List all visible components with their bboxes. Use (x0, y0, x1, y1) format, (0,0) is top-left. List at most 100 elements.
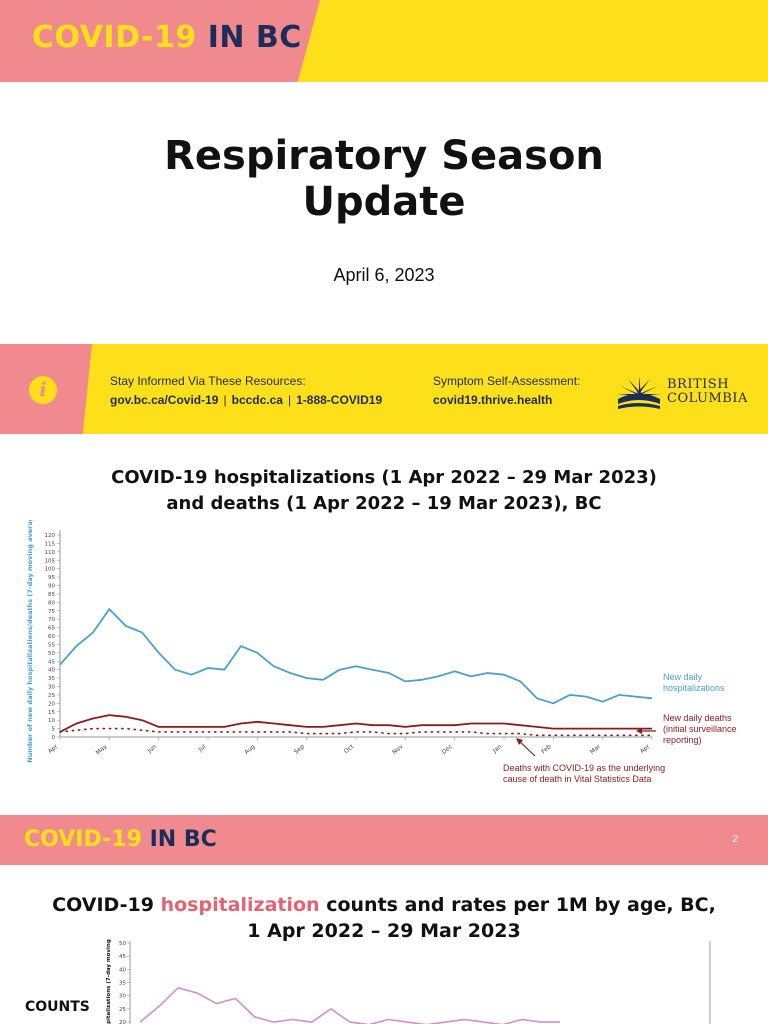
slide2-title-line1: COVID-19 hospitalization counts and rate… (0, 892, 768, 918)
legend-label: reporting) (663, 735, 702, 745)
chart2-y-axis-label: COVID-19 hospitalizations (7-day moving … (106, 938, 112, 1024)
series-line-0 (59, 608, 653, 705)
chart-axes (57, 530, 653, 740)
counts-label: COUNTS (25, 999, 90, 1015)
resources-heading: Stay Informed Via These Resources: (110, 374, 306, 388)
page-title: Respiratory Season Update (0, 133, 768, 225)
y-tick-label: 35 (48, 676, 55, 682)
y-tick-label: 25 (48, 693, 55, 699)
chart2-y-tick-label: 45 (119, 954, 126, 960)
y-tick-label: 65 (48, 626, 55, 632)
x-tick-label: Jul (196, 743, 207, 754)
y-tick-label: 20 (48, 701, 55, 707)
y-axis-label: Number of new daily hospitalizations/dea… (26, 520, 34, 763)
y-tick-label: 40 (48, 668, 55, 674)
legend-label: cause of death in Vital Statistics Data (503, 774, 651, 784)
y-tick-label: 50 (48, 651, 55, 657)
x-tick-labels: Apr May Jun Jul Aug Sep Oct Nov Dec Jan Feb Mar Apr (47, 743, 652, 757)
chart2-axes (127, 941, 711, 1024)
y-tick-label: 110 (45, 550, 56, 556)
banner-title-covid: COVID-19 (32, 20, 197, 55)
x-tick-label: Jan (491, 743, 504, 755)
series-line-1 (59, 714, 652, 733)
slide2-title-prefix: COVID-19 (52, 894, 161, 916)
x-tick-label: Sep (293, 743, 306, 756)
slide2-title: COVID-19 hospitalization counts and rate… (0, 892, 768, 944)
hospitalizations-by-age-chart: 20 25 30 35 40 45 50 COVID-19 hospitalizations… (106, 938, 711, 1024)
resource-pink-panel: i (0, 344, 92, 434)
hospitalizations-deaths-chart: 0 5 10 15 20 25 30 35 40 45 50 55 60 65 70 75 80 85 90 95 10… (26, 520, 737, 784)
y-tick-labels: 0 5 10 15 20 25 30 35 40 45 50 55 60 65 70 75 80 85 90 95 10… (45, 533, 56, 741)
y-tick-label: 115 (45, 541, 56, 547)
chart-title: COVID-19 hospitalizations (1 Apr 2022 – … (0, 465, 768, 517)
legend-arrowhead-deaths (636, 728, 642, 734)
slide2-banner: COVID-19 IN BC 2 (0, 815, 768, 865)
x-tick-label: Mar (589, 743, 603, 756)
bc-logo-text: BRITISH COLUMBIA (667, 378, 748, 406)
legend-arrowhead-vital (516, 738, 523, 745)
x-tick-label: Jun (146, 743, 159, 755)
slide2-banner-title-bc: IN BC (149, 827, 217, 852)
chart2-y-tick-labels: 20 25 30 35 40 45 50 (119, 941, 126, 1024)
legend-label: New daily (663, 672, 703, 682)
link-phone[interactable]: 1-888-COVID19 (296, 393, 383, 407)
x-tick-label: Nov (391, 743, 405, 756)
link-thrive[interactable]: covid19.thrive.health (433, 393, 553, 407)
page-title-text: Respiratory Season Update (164, 133, 604, 225)
legend-label: Deaths with COVID-19 as the underlying (503, 763, 665, 773)
chart2-y-tick-label: 40 (119, 967, 126, 973)
y-tick-label: 5 (52, 727, 56, 733)
slide2-banner-title: COVID-19 IN BC (24, 827, 217, 852)
bc-sun-logo-icon (617, 376, 661, 409)
bc-logo-line2: COLUMBIA (667, 391, 748, 406)
x-tick-label: Oct (343, 743, 356, 755)
y-tick-label: 105 (45, 558, 56, 564)
resource-links: gov.bc.ca/Covid-19 | bccdc.ca | 1-888-COVID1… (110, 393, 383, 407)
x-tick-label: May (95, 743, 109, 757)
chart2-y-tick-label: 20 (119, 1020, 126, 1024)
y-tick-label: 90 (48, 584, 55, 590)
y-tick-label: 30 (48, 685, 55, 691)
series-line-2 (59, 727, 653, 737)
chart-series (59, 608, 653, 737)
page-number: 2 (732, 834, 738, 845)
legend-label: New daily deaths (663, 713, 732, 723)
chart2-series (139, 986, 560, 1024)
y-tick-label: 10 (48, 718, 55, 724)
slide2-banner-title-covid: COVID-19 (24, 827, 142, 852)
y-tick-label: 55 (48, 642, 55, 648)
chart2-y-tick-label: 35 (119, 981, 126, 987)
x-tick-label: Feb (540, 743, 553, 755)
y-tick-label: 70 (48, 617, 55, 623)
legend-label: hospitalizations (663, 683, 725, 693)
y-tick-label: 0 (52, 735, 56, 741)
x-tick-label: Dec (441, 743, 454, 756)
chart2-y-tick-label: 50 (119, 941, 126, 947)
banner-title: COVID-19 IN BC (32, 20, 302, 55)
self-assessment-heading: Symptom Self-Assessment: (433, 374, 581, 388)
y-tick-label: 75 (48, 609, 55, 615)
chart2-series-line (139, 986, 560, 1024)
slide2-title-highlight: hospitalization (160, 894, 320, 916)
y-tick-label: 60 (48, 634, 55, 640)
link-gov-bc[interactable]: gov.bc.ca/Covid-19 (110, 393, 219, 407)
bc-logo-line1: BRITISH (667, 377, 730, 392)
y-tick-label: 80 (48, 600, 55, 606)
chart-title-line2: and deaths (1 Apr 2022 – 19 Mar 2023), B… (166, 493, 602, 514)
y-tick-label: 95 (48, 575, 55, 581)
x-tick-label: Aug (243, 743, 257, 756)
x-tick-label: Apr (47, 743, 60, 755)
link-bccdc[interactable]: bccdc.ca (231, 393, 283, 407)
y-tick-label: 85 (48, 592, 55, 598)
y-tick-label: 15 (48, 710, 55, 716)
page-date: April 6, 2023 (333, 265, 435, 285)
legend-label: (initial surveillance (663, 724, 737, 734)
chart-title-line1: COVID-19 hospitalizations (1 Apr 2022 – … (111, 467, 657, 488)
y-tick-label: 100 (45, 567, 56, 573)
slide2-title-suffix: counts and rates per 1M by age, BC, (319, 894, 716, 916)
chart2-y-tick-label: 25 (119, 1007, 126, 1013)
y-tick-label: 120 (45, 533, 56, 539)
banner-title-bc: IN BC (207, 20, 302, 55)
x-tick-label: Apr (639, 743, 652, 755)
